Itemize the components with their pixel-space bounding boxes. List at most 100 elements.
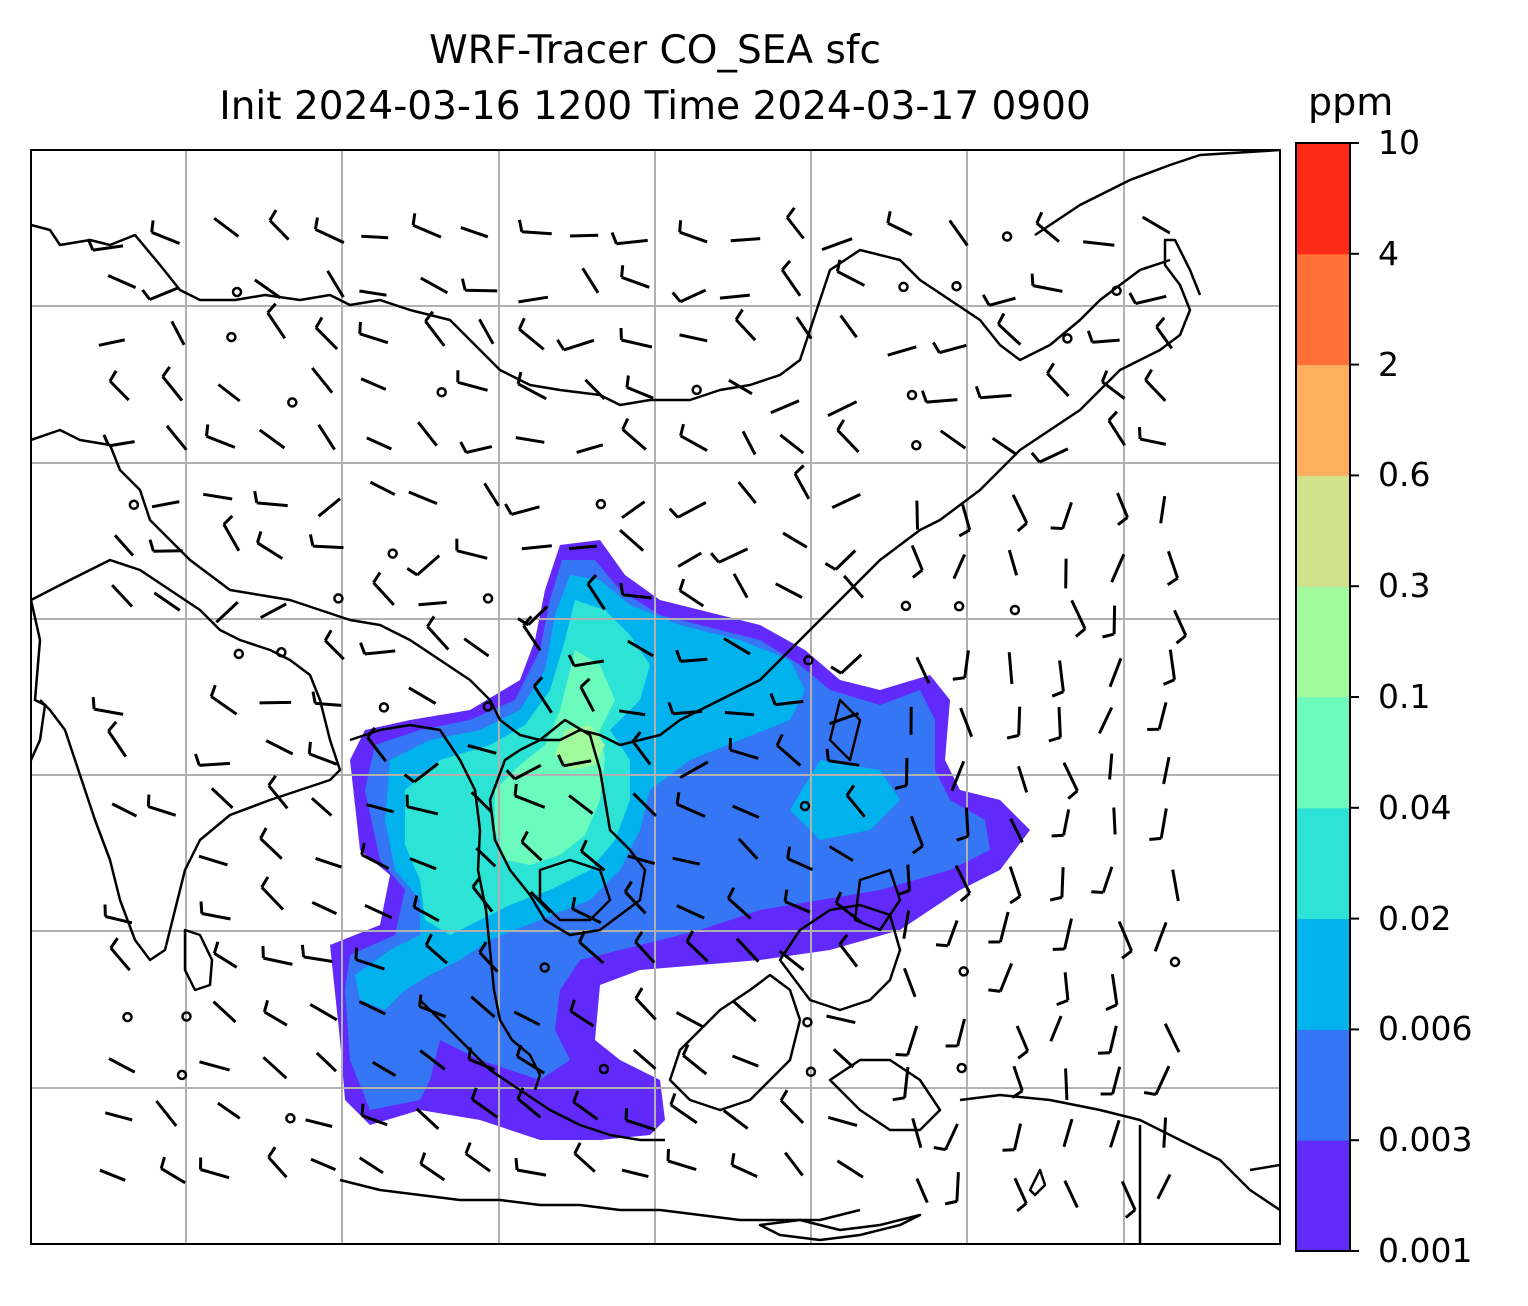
wind-barb [411,213,442,239]
wind-barb [677,551,702,568]
wind-barb [419,1049,446,1071]
wind-barb [1098,706,1114,735]
wind-barb [516,1087,542,1119]
wind-barb [623,880,647,915]
wind-barb [372,1061,397,1077]
calm-wind-marker [181,1011,192,1022]
wind-barb [360,842,390,870]
wind-barb [945,1018,966,1048]
wind-barb [935,919,959,948]
wind-barb [529,890,552,914]
wind-barb [556,338,595,352]
wind-barb [460,226,489,239]
wind-barb [517,317,545,351]
wind-barb [1166,550,1180,587]
wind-barb [369,480,396,496]
colorbar-tick-label: 0.003 [1378,1120,1473,1160]
calm-wind-marker [1111,285,1122,297]
wind-barb [417,421,438,447]
calm-wind-marker [1169,956,1181,968]
wind-barb [579,839,606,872]
wind-barb [515,1044,545,1075]
wind-barb [403,762,440,784]
wind-barb [631,731,652,766]
wind-barb [1143,1065,1171,1096]
wind-barb [1100,1066,1122,1096]
wind-barb [109,937,131,972]
wind-barb [326,270,345,298]
wind-barb [470,995,496,1019]
wind-barb [483,482,500,507]
wind-barb [1030,273,1063,293]
wind-barb [731,1054,759,1068]
wind-barb [939,429,967,450]
wind-barb [944,1172,960,1206]
wind-barb [1056,972,1070,1007]
wind-barb [261,946,293,966]
wind-barb [619,327,653,349]
wind-barb [111,584,134,608]
wind-barb [627,639,654,658]
wind-barb [198,854,228,867]
wind-barb [627,854,656,866]
wind-barb [996,312,1022,346]
wind-barb [262,999,288,1027]
wind-barb [1062,1118,1074,1148]
wind-barb [471,876,494,913]
wind-barb [1147,702,1168,731]
calm-wind-marker [898,281,909,293]
wind-barb [956,807,970,842]
wind-barb [974,385,1012,400]
wind-barb [730,1153,758,1178]
wind-barb [1011,1065,1024,1099]
wind-barb [317,497,342,518]
wind-barb [828,711,860,726]
wind-barb [460,278,498,293]
colorbar-tick-label: 4 [1378,233,1399,273]
wind-barb [1050,501,1073,531]
wind-barb [621,500,646,519]
wind-barb [1109,1119,1121,1148]
colorbar-tick-label: 0.1 [1378,677,1431,716]
wind-barb [1107,410,1126,447]
wind-barb [1091,866,1114,894]
wind-barb [409,857,437,871]
wind-barb [620,265,650,289]
wind-barb [406,554,441,577]
colorbar-tick-label: 10 [1378,123,1420,162]
wind-barb [1149,808,1168,841]
wind-barb [1110,553,1126,583]
wind-barb [1011,494,1029,533]
wind-barb [467,1047,496,1072]
wind-barb [988,962,1013,993]
wind-barb [824,549,857,571]
wind-barb [513,783,546,809]
colorbar-swatch [1296,253,1350,366]
wind-barb [954,864,972,903]
wind-barb [783,889,811,914]
calm-wind-marker [226,331,237,343]
wind-barb [902,967,917,998]
wind-barb [933,1123,959,1152]
wind-barb [892,1067,910,1102]
wind-barb [478,318,495,345]
wind-barb [734,308,757,342]
wind-barb [358,1156,384,1175]
wind-barb [418,600,447,607]
wind-barb [672,856,701,866]
plume-level-2 [345,560,990,1110]
wind-barb [1049,1015,1063,1042]
wind-barb [165,424,188,451]
wind-barb [408,686,437,705]
wind-barb [709,547,749,564]
colorbar-swatch [1296,143,1350,255]
wind-barb [581,267,600,294]
wind-barb [1030,447,1069,464]
calm-wind-marker [906,389,918,401]
wind-barb [141,286,179,301]
colorbar-swatch [1296,364,1350,476]
wind-barb [573,1142,596,1173]
wind-barb [786,846,814,871]
wind-barb [151,500,180,509]
wind-barb [102,434,135,448]
